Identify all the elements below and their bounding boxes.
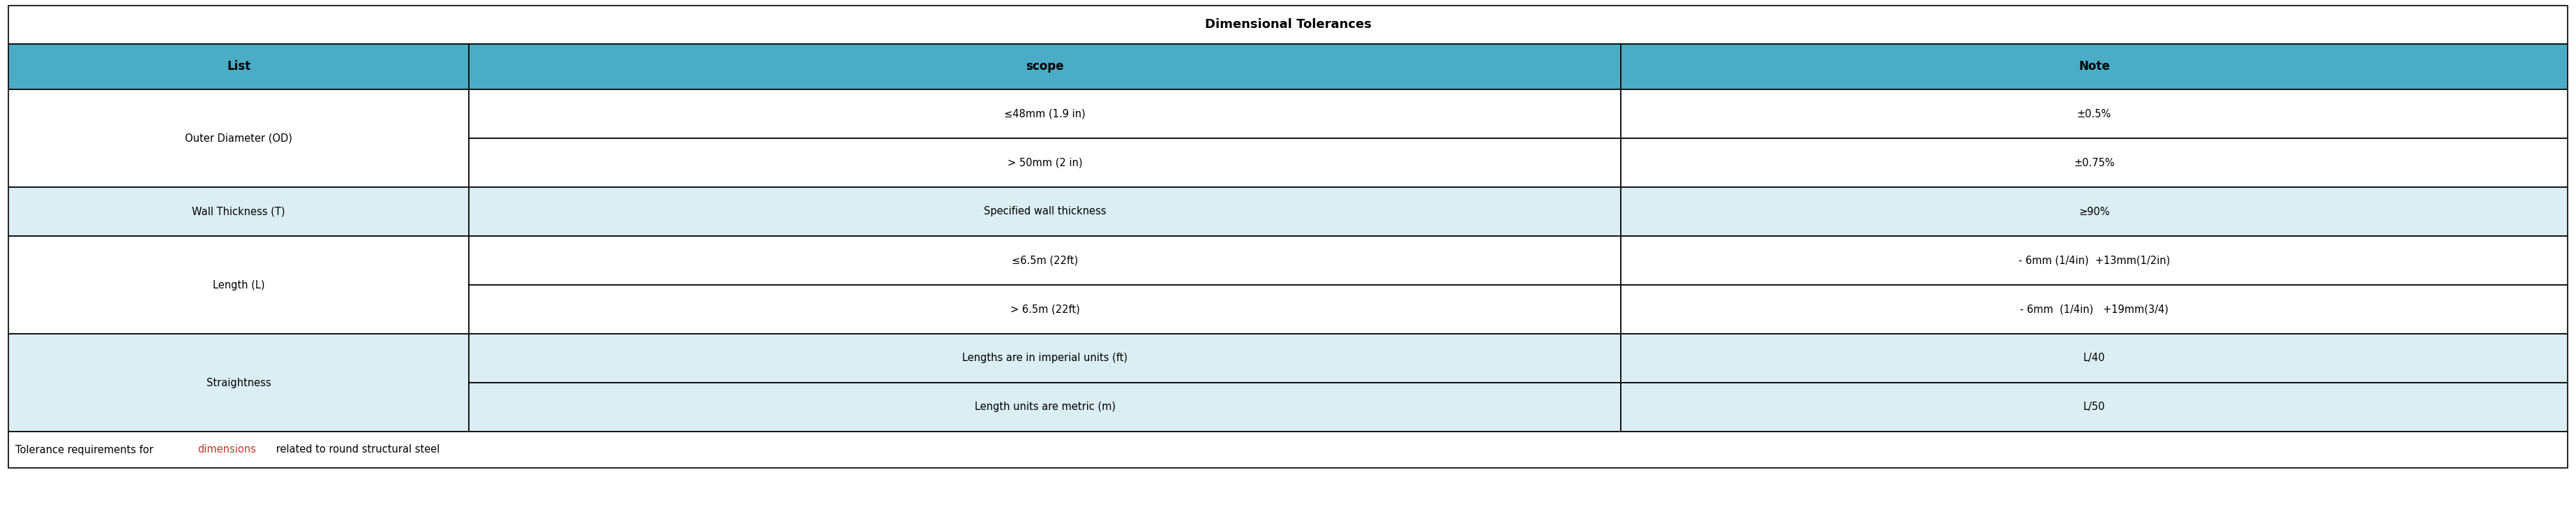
Text: BotOP: BotOP (1038, 444, 1061, 461)
Text: BotOP: BotOP (2488, 444, 2509, 461)
Text: BotOP: BotOP (1329, 444, 1350, 461)
Bar (469, 89, 1620, 138)
Text: BotOP: BotOP (2197, 238, 2221, 255)
Bar (1620, 285, 2568, 334)
Text: BotOP: BotOP (459, 444, 482, 461)
Text: BotOP: BotOP (1038, 33, 1061, 49)
Bar (1620, 187, 2568, 236)
Text: BotOP: BotOP (2488, 341, 2509, 358)
Text: BotOP: BotOP (1038, 136, 1061, 152)
Bar (1620, 44, 2568, 89)
Text: BotOP: BotOP (2197, 444, 2221, 461)
Text: BotOP: BotOP (170, 444, 191, 461)
Text: Note: Note (2079, 61, 2110, 73)
Text: BotOP: BotOP (750, 341, 770, 358)
Text: BotOP: BotOP (170, 33, 191, 49)
Text: BotOP: BotOP (170, 341, 191, 358)
Bar (1620, 334, 2568, 383)
Text: BotOP: BotOP (1329, 341, 1350, 358)
Text: BotOP: BotOP (1909, 238, 1929, 255)
Bar (8, 6, 2568, 44)
Text: BotOP: BotOP (459, 33, 482, 49)
Text: BotOP: BotOP (170, 136, 191, 152)
Bar (469, 383, 1620, 432)
Text: BotOP: BotOP (750, 444, 770, 461)
Text: BotOP: BotOP (2488, 136, 2509, 152)
Bar (1620, 138, 2568, 187)
Text: BotOP: BotOP (1618, 341, 1641, 358)
Text: > 50mm (2 in): > 50mm (2 in) (1007, 157, 1082, 168)
Text: - 6mm (1/4in)  +13mm(1/2in): - 6mm (1/4in) +13mm(1/2in) (2020, 255, 2169, 266)
Text: BotOP: BotOP (1909, 341, 1929, 358)
Text: BotOP: BotOP (750, 136, 770, 152)
Text: Length units are metric (m): Length units are metric (m) (974, 402, 1115, 412)
Text: BotOP: BotOP (1329, 33, 1350, 49)
Text: List: List (227, 61, 250, 73)
Text: Straightness: Straightness (206, 377, 270, 388)
Text: BotOP: BotOP (750, 33, 770, 49)
Text: L/50: L/50 (2084, 402, 2105, 412)
Bar (8, 334, 469, 432)
Text: related to round structural steel: related to round structural steel (273, 445, 440, 455)
Text: scope: scope (1025, 61, 1064, 73)
Text: Length (L): Length (L) (214, 280, 265, 290)
Text: BotOP: BotOP (459, 238, 482, 255)
Text: BotOP: BotOP (1909, 136, 1929, 152)
Bar (8, 432, 2568, 468)
Text: BotOP: BotOP (459, 136, 482, 152)
Bar (469, 138, 1620, 187)
Text: Wall Thickness (T): Wall Thickness (T) (193, 206, 286, 217)
Text: BotOP: BotOP (2488, 33, 2509, 49)
Text: Outer Diameter (OD): Outer Diameter (OD) (185, 133, 294, 143)
Bar (469, 187, 1620, 236)
Text: L/40: L/40 (2084, 353, 2105, 363)
Bar (469, 334, 1620, 383)
Text: ±0.5%: ±0.5% (2076, 108, 2112, 119)
Text: - 6mm  (1/4in)   +19mm(3/4): - 6mm (1/4in) +19mm(3/4) (2020, 304, 2169, 315)
Text: BotOP: BotOP (2197, 341, 2221, 358)
Bar (8, 89, 469, 187)
Text: BotOP: BotOP (2197, 33, 2221, 49)
Text: BotOP: BotOP (1618, 136, 1641, 152)
Text: BotOP: BotOP (1618, 238, 1641, 255)
Text: Tolerance requirements for: Tolerance requirements for (15, 445, 157, 455)
Text: Specified wall thickness: Specified wall thickness (984, 206, 1105, 217)
Bar (469, 285, 1620, 334)
Text: Dimensional Tolerances: Dimensional Tolerances (1206, 19, 1370, 31)
Text: BotOP: BotOP (1909, 33, 1929, 49)
Text: BotOP: BotOP (2197, 136, 2221, 152)
Text: > 6.5m (22ft): > 6.5m (22ft) (1010, 304, 1079, 315)
Text: dimensions: dimensions (198, 445, 255, 455)
Text: BotOP: BotOP (750, 238, 770, 255)
Text: ≤6.5m (22ft): ≤6.5m (22ft) (1012, 255, 1079, 266)
Text: BotOP: BotOP (1038, 238, 1061, 255)
Text: BotOP: BotOP (2488, 238, 2509, 255)
Text: BotOP: BotOP (1038, 341, 1061, 358)
Text: ±0.75%: ±0.75% (2074, 157, 2115, 168)
Bar (1620, 383, 2568, 432)
Text: BotOP: BotOP (170, 238, 191, 255)
Text: BotOP: BotOP (1909, 444, 1929, 461)
Bar (1620, 89, 2568, 138)
Text: BotOP: BotOP (1329, 238, 1350, 255)
Text: BotOP: BotOP (1618, 33, 1641, 49)
Text: BotOP: BotOP (1329, 136, 1350, 152)
Bar (469, 44, 1620, 89)
Bar (1620, 236, 2568, 285)
Text: ≥90%: ≥90% (2079, 206, 2110, 217)
Bar (8, 236, 469, 334)
Text: ≤48mm (1.9 in): ≤48mm (1.9 in) (1005, 108, 1084, 119)
Text: BotOP: BotOP (1618, 444, 1641, 461)
Text: BotOP: BotOP (459, 341, 482, 358)
Bar (8, 44, 469, 89)
Bar (8, 187, 469, 236)
Bar (469, 236, 1620, 285)
Text: Lengths are in imperial units (ft): Lengths are in imperial units (ft) (963, 353, 1128, 363)
